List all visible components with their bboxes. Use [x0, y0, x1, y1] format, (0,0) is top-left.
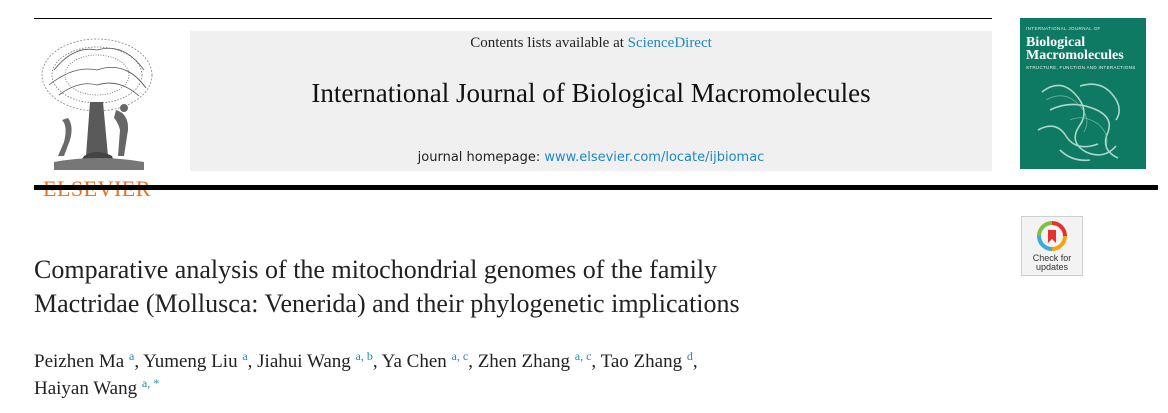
- author-affiliation[interactable]: a, *: [141, 376, 160, 390]
- homepage-prefix: journal homepage:: [417, 150, 545, 165]
- protein-structure-icon: [1020, 70, 1146, 169]
- author-affiliation[interactable]: a, b: [355, 349, 373, 363]
- author-affiliation[interactable]: a: [242, 349, 248, 363]
- header-bottom-rule: [34, 185, 1158, 190]
- sciencedirect-link[interactable]: ScienceDirect: [627, 35, 712, 51]
- author-separator: ,: [692, 351, 698, 372]
- author-name[interactable]: Jiahui Wang: [257, 351, 351, 372]
- author-affiliation[interactable]: d: [686, 349, 693, 363]
- elsevier-tree-icon: [41, 38, 153, 170]
- author-affiliation[interactable]: a, c: [574, 349, 592, 363]
- author-separator: ,: [591, 351, 601, 372]
- author-name[interactable]: Yumeng Liu: [143, 351, 238, 372]
- journal-cover[interactable]: INTERNATIONAL JOURNAL OF Biological Macr…: [1020, 18, 1146, 169]
- cover-title-line1: Biological: [1026, 35, 1086, 50]
- author-name[interactable]: Tao Zhang: [600, 351, 683, 372]
- crossmark-icon: [1037, 221, 1067, 251]
- author-separator: ,: [247, 351, 258, 372]
- header-top-rule: [34, 18, 992, 19]
- journal-title: International Journal of Biological Macr…: [311, 78, 871, 108]
- contents-prefix: Contents lists available at: [470, 35, 628, 51]
- author-name[interactable]: Ya Chen: [381, 351, 447, 372]
- homepage-line: journal homepage: www.elsevier.com/locat…: [190, 150, 992, 165]
- author-separator: ,: [468, 351, 478, 372]
- author-affiliation[interactable]: a: [128, 349, 135, 363]
- elsevier-logo[interactable]: ELSEVIER: [34, 30, 160, 201]
- cover-title-line2: Macromolecules: [1026, 48, 1124, 63]
- contents-line: Contents lists available at ScienceDirec…: [190, 35, 992, 52]
- crossmark-line2: updates: [1035, 262, 1069, 272]
- article-title-line2: Mactridae (Mollusca: Venerida) and their…: [34, 289, 740, 318]
- author-name[interactable]: Peizhen Ma: [34, 351, 125, 372]
- author-separator: ,: [134, 351, 144, 372]
- author-name[interactable]: Haiyan Wang: [34, 378, 138, 399]
- author-affiliation[interactable]: a, c: [451, 349, 469, 363]
- check-for-updates-badge[interactable]: Check for updates: [1021, 216, 1083, 276]
- author-separator: ,: [372, 351, 382, 372]
- journal-masthead: Contents lists available at ScienceDirec…: [190, 31, 992, 171]
- cover-top-text: INTERNATIONAL JOURNAL OF: [1026, 26, 1101, 31]
- crossmark-label: Check for updates: [1022, 254, 1082, 272]
- crossmark-line1: Check for: [1032, 253, 1072, 263]
- cover-title: Biological Macromolecules: [1026, 35, 1144, 63]
- cover-subtitle: STRUCTURE, FUNCTION AND INTERACTIONS: [1026, 65, 1136, 70]
- article-title: Comparative analysis of the mitochondria…: [34, 253, 934, 321]
- author-list: Peizhen Ma a, Yumeng Liu a, Jiahui Wang …: [34, 348, 994, 402]
- article-title-line1: Comparative analysis of the mitochondria…: [34, 255, 718, 284]
- journal-homepage-link[interactable]: www.elsevier.com/locate/ijbiomac: [544, 150, 765, 165]
- author-name[interactable]: Zhen Zhang: [477, 351, 571, 372]
